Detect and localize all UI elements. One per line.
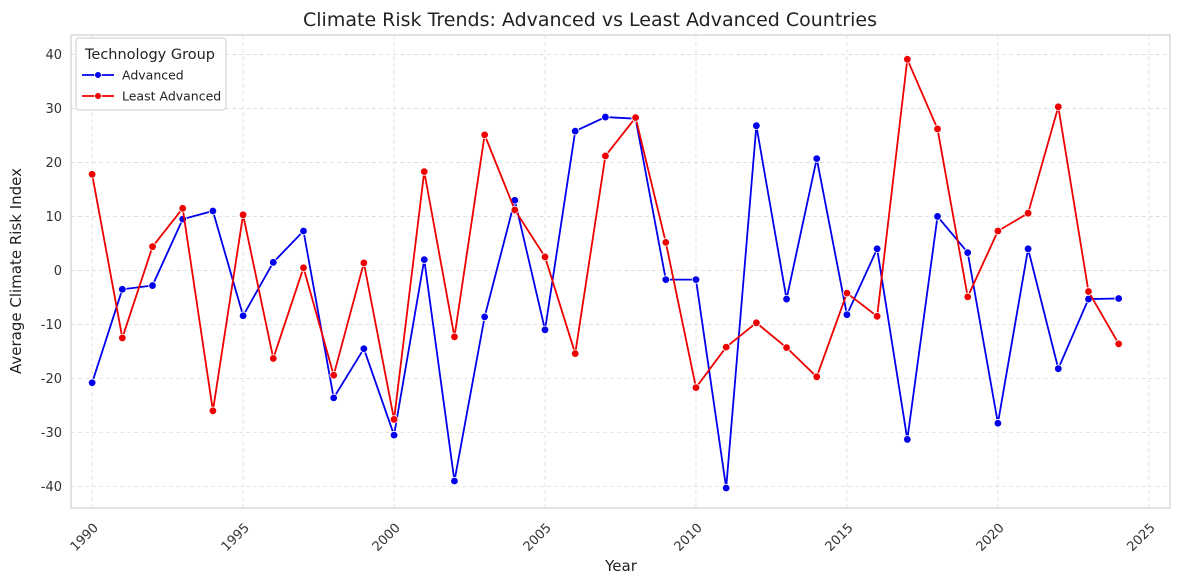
y-tick-label: -10 [41, 318, 62, 333]
data-point-advanced [1054, 364, 1063, 373]
data-point-least-advanced [782, 343, 791, 352]
data-point-advanced [933, 212, 942, 221]
data-point-advanced [118, 285, 127, 294]
data-point-least-advanced [87, 170, 97, 179]
chart-title: Climate Risk Trends: Advanced vs Least A… [303, 9, 877, 31]
data-point-least-advanced [933, 124, 942, 134]
data-point-advanced [782, 294, 791, 304]
x-tick-label: 2010 [672, 521, 706, 555]
data-point-advanced [450, 476, 459, 486]
data-point-advanced [993, 419, 1003, 428]
grid [71, 35, 1170, 508]
x-tick-label: 2000 [370, 521, 404, 555]
data-point-advanced [661, 275, 670, 284]
data-point-advanced [148, 281, 157, 290]
legend-title: Technology Group [84, 47, 215, 63]
data-point-least-advanced [963, 292, 972, 302]
data-point-least-advanced [148, 242, 157, 251]
data-point-least-advanced [299, 263, 308, 272]
legend-box [75, 37, 227, 111]
x-tick-label: 2005 [521, 521, 555, 555]
data-point-least-advanced [872, 312, 882, 321]
data-point-advanced [540, 325, 550, 335]
legend-marker-advanced [94, 71, 102, 79]
data-point-least-advanced [631, 113, 640, 122]
data-point-advanced [842, 310, 852, 319]
data-point-least-advanced [1084, 287, 1093, 296]
data-point-advanced [752, 121, 761, 130]
x-tick-label: 1990 [68, 521, 102, 555]
data-point-least-advanced [601, 151, 610, 161]
data-point-least-advanced [359, 258, 369, 268]
data-point-advanced [420, 255, 429, 264]
data-point-least-advanced [661, 238, 670, 247]
data-point-least-advanced [540, 252, 550, 262]
data-point-least-advanced [329, 370, 338, 380]
data-point-least-advanced [178, 204, 187, 213]
x-tick-label: 2020 [974, 521, 1008, 555]
data-point-advanced [238, 311, 248, 320]
data-point-least-advanced [842, 288, 852, 298]
data-point-least-advanced [238, 210, 248, 220]
data-point-least-advanced [1114, 339, 1123, 349]
legend-label-least-advanced: Least Advanced [122, 89, 221, 104]
data-point-least-advanced [993, 226, 1003, 236]
data-point-least-advanced [571, 349, 580, 358]
data-point-advanced [480, 312, 489, 322]
legend-marker-least-advanced [94, 92, 102, 100]
legend: Technology Group Advanced Least Advanced [75, 37, 227, 111]
data-point-advanced [299, 226, 308, 236]
data-point-advanced [269, 258, 278, 267]
x-tick-label: 2025 [1125, 521, 1159, 555]
x-axis-label: Year [604, 557, 638, 575]
x-tick-label: 1995 [219, 521, 253, 555]
data-point-least-advanced [269, 354, 278, 363]
data-point-advanced [812, 154, 821, 163]
data-point-least-advanced [903, 55, 912, 64]
data-point-least-advanced [752, 318, 761, 327]
data-point-advanced [329, 393, 338, 403]
data-point-advanced [1114, 294, 1123, 303]
legend-label-advanced: Advanced [122, 68, 184, 83]
tick-labels: -40 -30 -20 -10 0 10 20 30 40 1990 1995 2000 2005 201… [41, 48, 1159, 555]
data-point-least-advanced [450, 332, 459, 342]
y-tick-label: 40 [45, 48, 62, 63]
data-point-least-advanced [1023, 208, 1033, 218]
y-tick-label: 10 [45, 210, 62, 225]
y-tick-label: -30 [41, 426, 62, 441]
series-layer [87, 55, 1123, 493]
data-point-least-advanced [208, 406, 218, 416]
data-point-least-advanced [118, 333, 127, 343]
data-point-least-advanced [420, 167, 429, 176]
data-point-least-advanced [1054, 102, 1063, 112]
y-tick-label: 20 [45, 156, 62, 171]
data-point-advanced [721, 483, 731, 493]
y-tick-label: -40 [41, 480, 62, 495]
data-point-advanced [691, 275, 701, 284]
data-point-advanced [963, 248, 972, 257]
data-point-advanced [872, 244, 882, 254]
y-tick-label: 30 [45, 102, 62, 117]
data-point-advanced [389, 430, 399, 440]
data-point-advanced [87, 378, 97, 387]
data-point-least-advanced [510, 205, 520, 215]
data-point-least-advanced [721, 342, 731, 352]
x-tick-label: 2015 [823, 521, 857, 555]
y-tick-label: 0 [54, 264, 62, 279]
data-point-advanced [571, 126, 580, 136]
y-tick-label: -20 [41, 372, 62, 387]
data-point-least-advanced [480, 130, 489, 140]
data-point-advanced [1023, 244, 1033, 254]
data-point-least-advanced [812, 372, 821, 381]
data-point-advanced [601, 112, 610, 122]
y-axis-label: Average Climate Risk Index [7, 168, 25, 374]
data-point-advanced [359, 344, 369, 353]
data-point-least-advanced [389, 415, 399, 424]
data-point-advanced [208, 206, 218, 216]
data-point-least-advanced [691, 383, 701, 392]
plot-frame [70, 34, 1171, 509]
data-point-advanced [903, 435, 912, 444]
